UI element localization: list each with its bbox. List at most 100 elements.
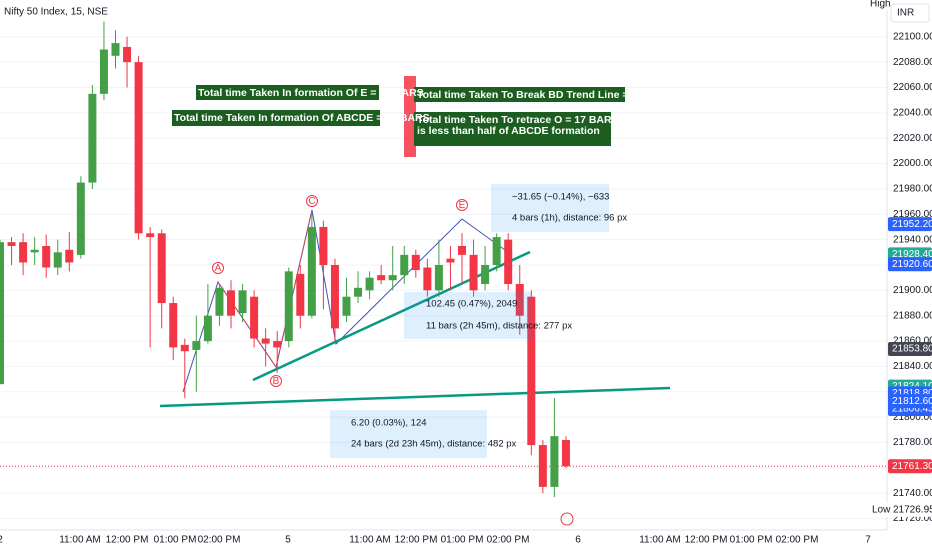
x-tick-label: 12:00 PM [106,535,149,546]
candle-body [538,445,547,487]
candle-body [561,439,570,467]
price-badge [888,394,932,409]
currency-box [890,3,930,23]
y-tick-label: 22060.00 [893,82,932,93]
candle-body [365,277,374,291]
measure-text: 24 bars (2d 23h 45m), distance: 482 px [351,439,517,450]
y-tick-label: 22040.00 [893,107,932,118]
candle-body [354,287,363,297]
price-badge [888,217,932,232]
measure-box [404,292,532,339]
price-badge-label: 21853.80 [892,344,932,355]
candle-body [319,226,328,265]
low-price: 21726.95 [893,504,932,515]
candle-body [342,296,351,316]
x-tick-label: 11:00 AM [59,535,101,546]
candle-body [0,242,4,385]
candle-body [284,271,293,342]
price-badge-label: 21920.60 [892,259,932,270]
price-badge-label: 21806.45 [892,404,932,415]
x-tick-label: 11:00 AM [639,535,681,546]
candle-body [134,62,143,234]
point-marker [306,195,318,207]
candle-body [111,43,120,56]
candle-body [550,436,559,487]
candle-body [469,254,478,291]
y-tick-label: 21840.00 [893,361,932,372]
candle-body [446,258,455,263]
x-tick-label: 02:00 PM [198,535,241,546]
candle-body [7,242,16,246]
y-tick-label: 21740.00 [893,488,932,499]
measure-box [330,410,487,458]
y-tick-label: 21980.00 [893,184,932,195]
x-tick-label: 7 [865,535,871,546]
candle-body [458,245,466,255]
candle-body [377,275,386,281]
price-badge-label: 21818.80 [892,388,932,399]
annotation-box [196,85,379,100]
price-badge-label: 21812.60 [892,396,932,407]
candle-body [481,265,490,285]
x-tick-label: 02:00 PM [487,535,530,546]
candle-body [388,275,397,281]
y-tick-label: 21780.00 [893,437,932,448]
candle-body [30,249,39,253]
candle-body [123,46,132,63]
candle-body [76,182,85,255]
y-tick-label: 22080.00 [893,57,932,68]
y-tick-label: 21940.00 [893,234,932,245]
x-tick-label: 01:00 PM [154,535,197,546]
candle-body [53,252,62,268]
candle-body [527,296,536,446]
measure-text: 102.45 (0.47%), 2049 [426,299,517,310]
annotation: Total time Taken In formation Of E = 34 … [198,87,424,99]
x-tick-label: 02:00 PM [776,535,819,546]
candle-body [180,344,189,352]
annotation: Total time Taken In formation Of ABCDE =… [174,112,430,124]
price-badge [888,257,932,272]
point-label: E [459,200,466,211]
measure-text: 11 bars (2h 45m), distance: 277 px [426,321,572,332]
candle-body [19,242,28,263]
price-badge-label: 21952.20 [892,219,932,230]
y-tick-label: 22000.00 [893,158,932,169]
candle-body [99,49,108,94]
x-tick-label: 01:00 PM [730,535,773,546]
low-label: Low [872,504,891,515]
candle-body [88,93,97,183]
price-badge [888,341,932,356]
highlight-bar [404,76,416,157]
annotation-box [414,87,625,102]
candle-body [215,287,224,316]
y-tick-label: 21860.00 [893,336,932,347]
candle-body [307,226,316,316]
candle-body [192,341,201,350]
x-tick-label: 6 [575,535,581,546]
measure-text: −31.65 (−0.14%), −633 [512,192,609,203]
candle-body [169,303,178,348]
candle-body [203,315,212,342]
price-axis-labels: 21720.0021740.0021760.0021780.0021800.00… [866,31,932,524]
candle-body [400,254,409,276]
trend-line [159,386,671,408]
price-badge-label: 21761.30 [892,461,932,472]
candle-body [65,249,74,263]
candle-body [42,245,51,268]
x-tick-label: 01:00 PM [441,535,484,546]
grid [0,36,887,520]
point-marker [456,199,468,211]
annotation: Total time Taken To Break BD Trend Line … [417,89,676,101]
point-marker [270,375,282,387]
chart-title: Nifty 50 Index, 15, NSE [4,7,108,18]
y-tick-label: 21880.00 [893,310,932,321]
point-label: C [308,196,315,207]
price-badge-label: 21928.40 [892,249,932,260]
candle-body [492,237,501,265]
high-box [866,0,888,10]
candle-body [515,284,524,316]
point-label: B [273,376,280,387]
currency: INR [897,8,914,19]
annotation-box [172,110,380,126]
candle-body [411,254,420,271]
